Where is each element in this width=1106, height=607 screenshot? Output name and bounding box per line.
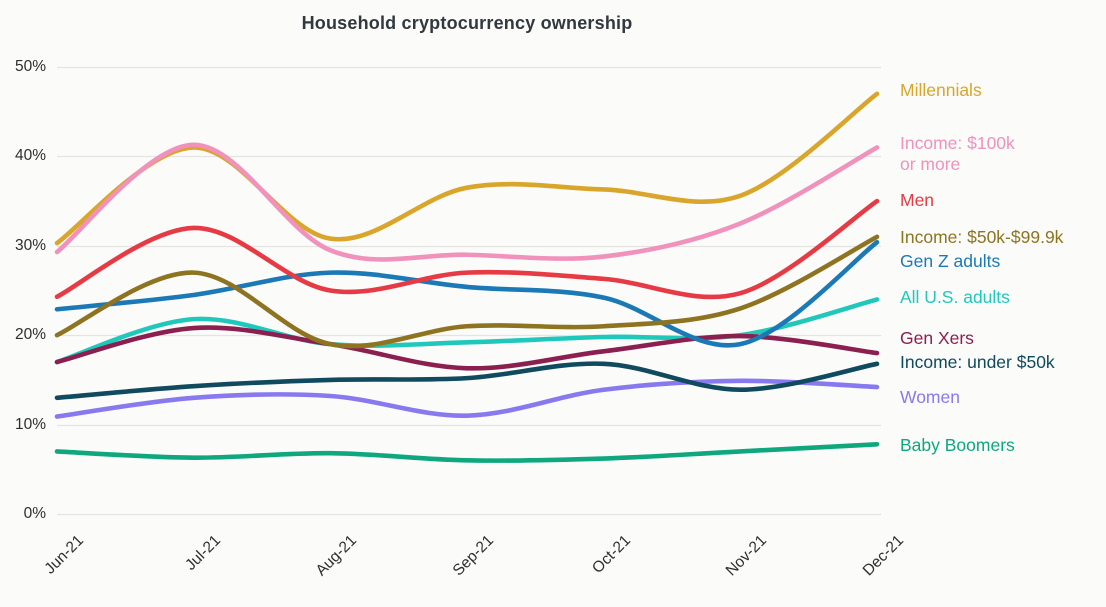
legend-label: Millennials bbox=[900, 80, 982, 100]
legend-item-men: Men bbox=[900, 190, 934, 211]
legend-item-income-50k-99k: Income: $50k-$99.9k bbox=[900, 227, 1063, 248]
chart-legend: Millennials Income: $100k or more Men In… bbox=[900, 0, 1100, 607]
legend-item-baby-boomers: Baby Boomers bbox=[900, 435, 1015, 456]
legend-label: Women bbox=[900, 387, 960, 407]
legend-label: All U.S. adults bbox=[900, 287, 1010, 307]
legend-label: Income: $50k-$99.9k bbox=[900, 227, 1064, 247]
gen-z-adults-line bbox=[54, 239, 880, 348]
y-tick-label-50: 50% bbox=[14, 58, 46, 75]
baby-boomers-line bbox=[54, 441, 880, 463]
legend-label: Income: under $50k bbox=[900, 352, 1055, 372]
legend-item-women: Women bbox=[900, 387, 960, 408]
income-100k-or-more-line bbox=[54, 142, 880, 262]
y-tick-label-0: 0% bbox=[23, 505, 46, 522]
men-line bbox=[54, 198, 880, 300]
y-tick-label-40: 40% bbox=[14, 147, 46, 165]
legend-item-millennials: Millennials bbox=[900, 80, 982, 101]
legend-label: Gen Xers bbox=[900, 328, 974, 348]
legend-label: Income: $100k or more bbox=[900, 133, 1015, 174]
legend-item-income-100k-plus: Income: $100k or more bbox=[900, 133, 1015, 175]
income-50k-99-9k-line bbox=[54, 234, 880, 349]
legend-label: Men bbox=[900, 190, 935, 210]
legend-item-income-under-50k: Income: under $50k bbox=[900, 352, 1055, 373]
gen-xers-line bbox=[54, 325, 880, 371]
y-tick-label-10: 10% bbox=[14, 415, 46, 433]
legend-item-gen-xers: Gen Xers bbox=[900, 328, 974, 349]
legend-item-gen-z-adults: Gen Z adults bbox=[900, 251, 1000, 272]
legend-item-all-us-adults: All U.S. adults bbox=[900, 287, 1010, 308]
income-under-50k-line bbox=[54, 361, 880, 401]
legend-label: Gen Z adults bbox=[900, 251, 1001, 271]
chart-title: Household cryptocurrency ownership bbox=[301, 13, 633, 33]
y-tick-label-20: 20% bbox=[14, 326, 46, 344]
women-line bbox=[54, 378, 880, 419]
millennials-line bbox=[54, 91, 880, 246]
legend-label: Baby Boomers bbox=[900, 435, 1015, 455]
y-tick-label-30: 30% bbox=[14, 236, 46, 254]
